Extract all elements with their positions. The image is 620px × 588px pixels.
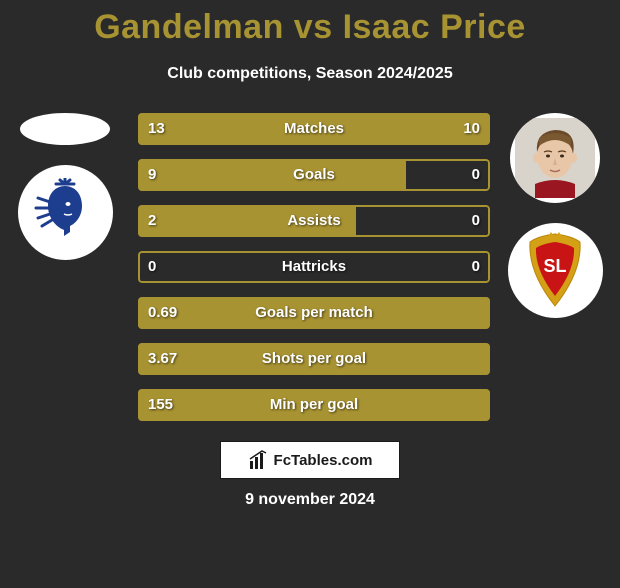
player2-face-icon (515, 118, 595, 198)
svg-text:SL: SL (543, 256, 566, 276)
stat-fill-left (138, 297, 490, 329)
player2-column: SL (495, 113, 615, 318)
stat-row: Shots per goal3.67 (138, 343, 490, 375)
comparison-title: Gandelman vs Isaac Price (0, 8, 620, 47)
comparison-content: SL Matches1310Goals90Assists20Hattricks0… (0, 113, 620, 421)
player1-club-badge (18, 165, 113, 260)
comparison-date: 9 november 2024 (0, 491, 620, 509)
player1-column (5, 113, 125, 260)
stat-value-right: 0 (472, 159, 480, 191)
club1-logo-icon (30, 178, 100, 248)
stat-fill-left (138, 113, 337, 145)
stat-value-right: 0 (472, 251, 480, 283)
stat-row: Assists20 (138, 205, 490, 237)
player2-avatar (510, 113, 600, 203)
comparison-subtitle: Club competitions, Season 2024/2025 (0, 65, 620, 83)
stat-fill-right (337, 113, 490, 145)
stat-label: Hattricks (138, 251, 490, 283)
stat-value-right: 0 (472, 205, 480, 237)
branding-chart-icon (248, 449, 270, 471)
stat-fill-left (138, 205, 356, 237)
stat-outline (138, 251, 490, 283)
stat-fill-left (138, 389, 490, 421)
branding-text: FcTables.com (274, 452, 373, 469)
player2-club-badge: SL (508, 223, 603, 318)
stat-row: Min per goal155 (138, 389, 490, 421)
stat-row: Goals90 (138, 159, 490, 191)
stat-fill-left (138, 159, 406, 191)
stat-row: Hattricks0 0 (138, 251, 490, 283)
stat-bars: Matches1310Goals90Assists20Hattricks00Go… (138, 113, 490, 421)
stat-fill-left (138, 343, 490, 375)
branding-badge: FcTables.com (220, 441, 400, 479)
player1-avatar (20, 113, 110, 145)
stat-row: Goals per match0.69 (138, 297, 490, 329)
stat-row: Matches1310 (138, 113, 490, 145)
club2-logo-icon: SL (524, 232, 586, 310)
stat-value-left: 0 (148, 251, 156, 283)
